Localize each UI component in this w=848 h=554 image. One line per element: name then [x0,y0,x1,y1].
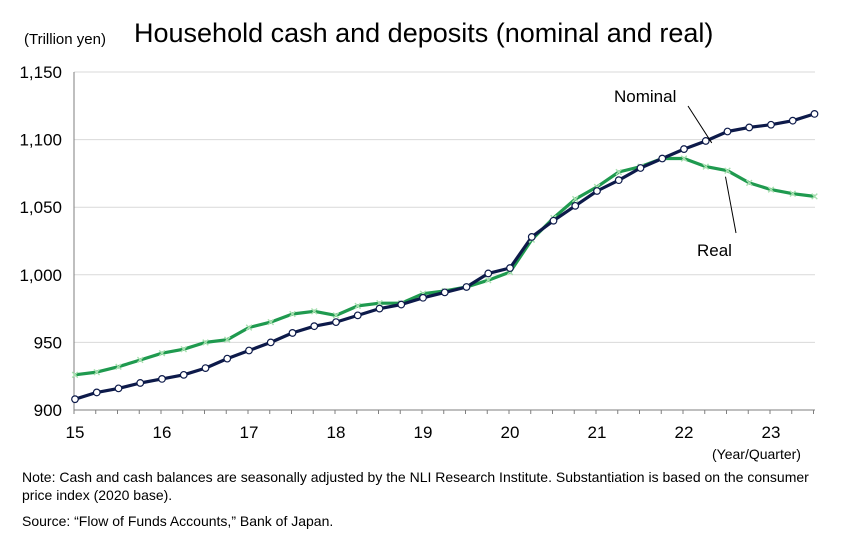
chart-title: Household cash and deposits (nominal and… [134,18,714,48]
nominal-point [745,123,754,132]
nominal-point [223,354,232,363]
nominal-point [136,379,145,387]
real-point [615,168,623,176]
x-tick-label: 18 [327,423,346,442]
x-axis-unit-label: (Year/Quarter) [712,446,801,462]
real-point [571,195,579,203]
real-point [93,368,101,376]
x-tick-label: 22 [675,423,694,442]
real-point [724,167,731,174]
real-point [702,163,710,170]
nominal-point [332,318,340,327]
nominal-point [593,187,601,195]
nominal-point [179,370,188,379]
nominal-point [614,176,623,185]
x-tick-label: 20 [501,423,520,442]
nominal-point [266,338,275,347]
nominal-point [549,216,558,225]
real-point [136,356,144,364]
x-tick-label: 21 [588,423,607,442]
nominal-point [571,201,580,210]
real-point [484,276,492,284]
y-tick-label: 1,050 [19,198,62,217]
real-point [245,324,253,331]
nominal-point [680,145,688,153]
series-markers [71,110,819,404]
nominal-point [810,110,819,118]
nominal-point [71,395,79,404]
real-point [745,179,753,187]
nominal-point [440,288,449,297]
y-axis-unit-label: (Trillion yen) [24,31,106,48]
real-point [158,349,166,357]
y-tick-label: 1,150 [19,63,62,82]
nominal-point [462,283,471,291]
real-point [767,186,775,193]
nominal-point [310,322,319,331]
nominal-point [353,311,362,320]
real-point [289,310,296,318]
nominal-point [114,384,123,393]
x-tick-label: 17 [240,423,259,442]
real-point [71,371,79,379]
nominal-point [92,388,101,397]
nominal-leader-line [687,105,713,144]
y-tick-label: 1,100 [19,131,62,150]
real-point [223,336,231,343]
nominal-annotation: Nominal [614,87,676,106]
nominal-point [201,364,210,372]
y-tick-label: 1,000 [19,266,62,285]
nominal-point [419,293,427,302]
real-point [789,190,797,197]
axis-labels: 900 950 1,000 1,050 1,100 1,150 15 16 17 18 19 20 21… [19,63,780,442]
x-tick-label: 19 [414,423,433,442]
nominal-point [506,264,514,272]
nominal-point [701,137,710,145]
real-point [811,193,818,200]
nominal-point [658,154,667,163]
nominal-point [245,346,253,355]
real-point [354,302,362,310]
nominal-point [788,116,797,125]
gridlines [74,71,815,343]
nominal-point [484,269,493,278]
x-tick-label: 23 [762,423,781,442]
nominal-point [527,233,536,241]
real-leader-line [725,176,737,234]
y-tick-label: 950 [34,333,62,352]
real-point [180,345,188,353]
real-point [267,318,275,326]
nominal-point [767,120,775,129]
nominal-point [397,300,406,309]
nominal-point [723,127,732,136]
real-point [310,308,318,315]
nominal-point [636,164,645,172]
real-point [115,363,122,371]
real-point [202,339,209,346]
y-tick-label: 900 [34,401,62,420]
real-point [376,299,383,307]
axes [73,72,815,414]
nominal-point [158,375,166,383]
real-annotation: Real [697,241,732,260]
real-point [332,312,340,319]
nominal-point [375,304,384,313]
chart-source: Source: “Flow of Funds Accounts,” Bank o… [22,513,334,529]
annotations: Nominal Real [614,87,737,260]
nominal-point [288,329,297,337]
x-tick-label: 15 [66,423,85,442]
real-point [680,155,688,162]
chart-note: Note: Cash and cash balances are seasona… [22,469,809,503]
x-tick-label: 16 [153,423,172,442]
